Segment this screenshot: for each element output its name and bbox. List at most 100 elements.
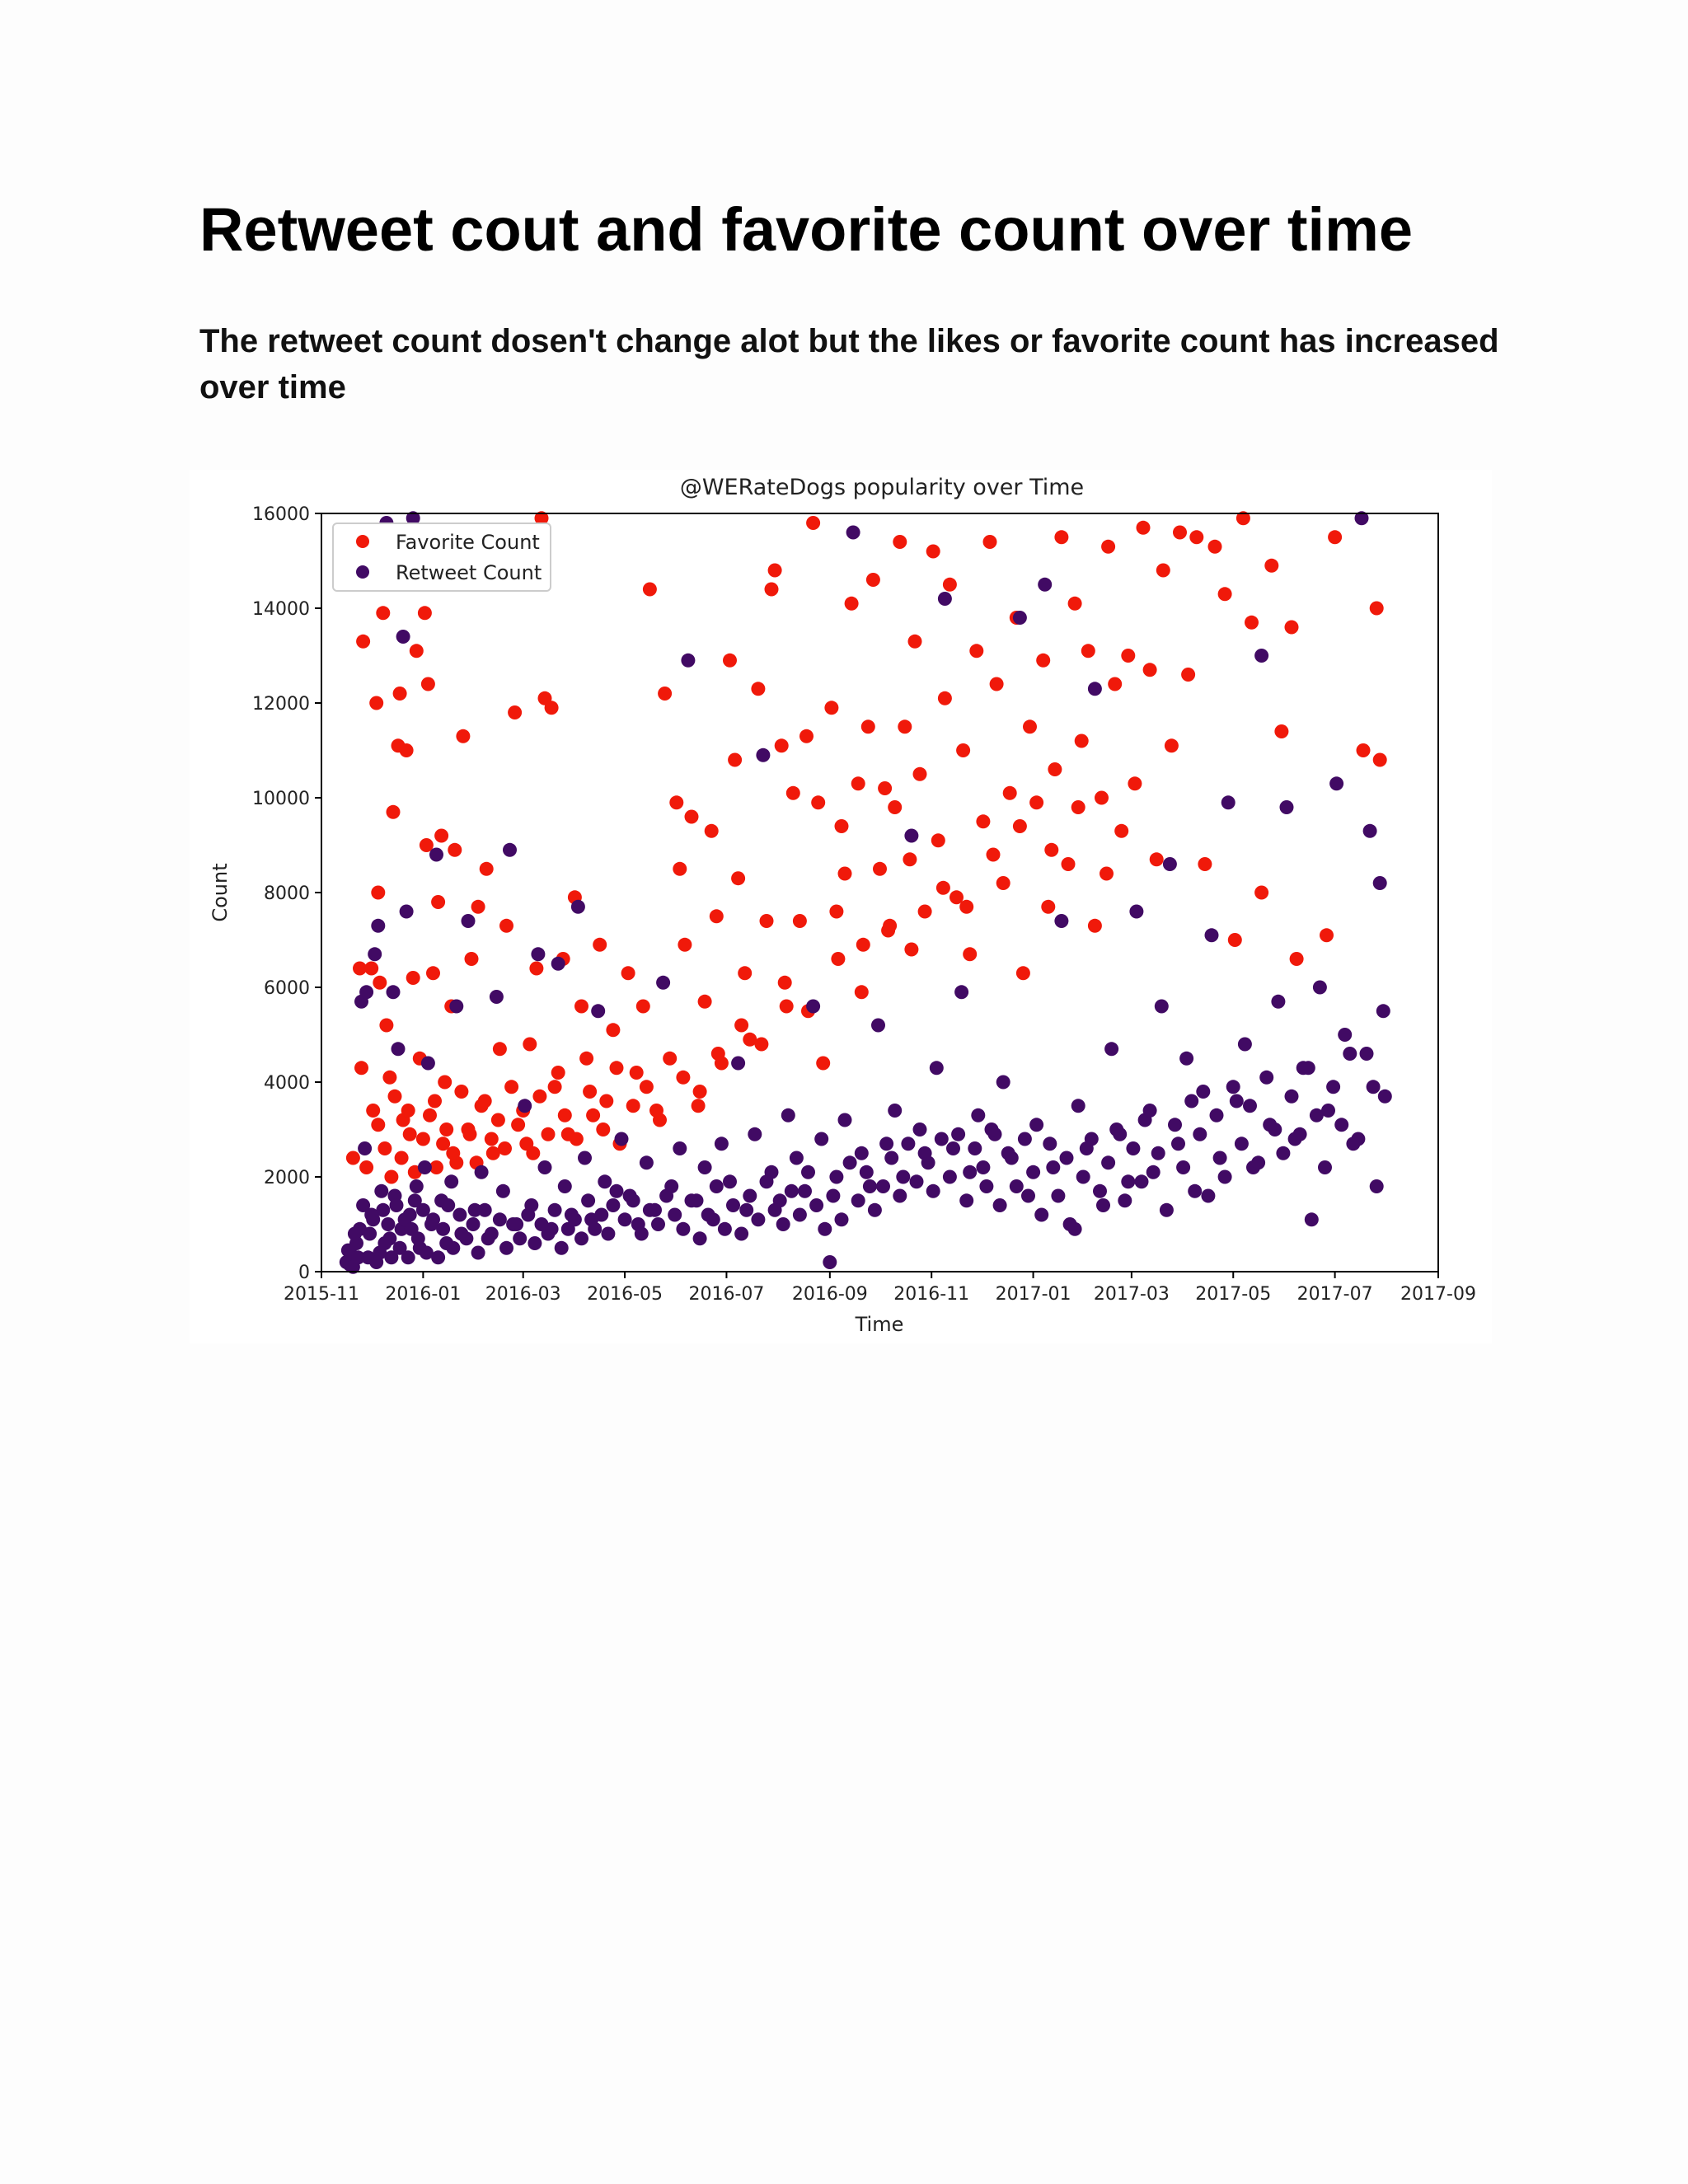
x-tick-label: 2016-11: [893, 1284, 969, 1305]
point-retweet: [513, 1231, 528, 1246]
point-favorite: [1108, 677, 1123, 691]
point-favorite: [1198, 857, 1212, 871]
point-retweet: [1038, 577, 1053, 592]
point-favorite: [959, 899, 974, 914]
point-retweet: [1284, 1089, 1299, 1104]
point-favorite: [428, 1094, 442, 1108]
legend-marker-retweet: [356, 565, 369, 579]
point-favorite: [541, 1127, 556, 1141]
x-axis: 2015-11 2016-01 2016-03 2016-05 2016-07 2016-…: [284, 1272, 1476, 1305]
point-favorite: [1369, 601, 1384, 616]
point-favorite: [663, 1051, 678, 1066]
point-retweet: [420, 1056, 435, 1071]
point-favorite: [586, 1108, 601, 1122]
point-favorite: [1054, 530, 1069, 545]
x-tick-label: 2015-11: [284, 1284, 359, 1305]
y-axis-label: Count: [209, 863, 232, 921]
point-favorite: [1015, 966, 1030, 981]
point-favorite: [676, 1070, 691, 1085]
point-retweet: [399, 904, 414, 919]
point-favorite: [1189, 530, 1204, 545]
point-retweet: [574, 1231, 588, 1246]
point-retweet: [570, 899, 585, 914]
point-retweet: [767, 1202, 782, 1217]
point-favorite: [751, 682, 766, 696]
point-favorite: [878, 781, 893, 795]
point-retweet: [798, 1183, 812, 1198]
point-retweet: [1087, 682, 1102, 696]
point-retweet: [578, 1151, 592, 1165]
point-favorite: [402, 1127, 417, 1141]
point-retweet: [401, 1250, 415, 1265]
point-favorite: [831, 952, 846, 966]
point-retweet: [781, 1108, 795, 1122]
point-favorite: [904, 942, 919, 957]
y-tick-label: 16000: [252, 504, 310, 525]
point-retweet: [829, 1169, 844, 1184]
point-retweet: [1226, 1080, 1240, 1094]
point-retweet: [1109, 1122, 1124, 1137]
point-favorite: [639, 1080, 654, 1094]
point-retweet: [1369, 1179, 1384, 1193]
point-retweet: [759, 1174, 774, 1189]
point-retweet: [368, 947, 382, 962]
point-favorite: [738, 966, 753, 981]
point-retweet: [347, 1226, 362, 1241]
point-retweet: [784, 1183, 799, 1198]
x-tick-label: 2016-03: [485, 1284, 561, 1305]
point-favorite: [511, 1118, 526, 1132]
point-retweet: [1217, 1169, 1232, 1184]
legend-label-retweet: Retweet Count: [396, 561, 542, 584]
point-retweet: [386, 985, 401, 1000]
point-favorite: [799, 729, 814, 743]
point-retweet: [1154, 999, 1169, 1014]
point-retweet: [503, 842, 517, 857]
point-favorite: [731, 871, 746, 886]
point-retweet: [739, 1202, 754, 1217]
point-favorite: [811, 795, 826, 810]
point-retweet: [1229, 1094, 1244, 1108]
point-favorite: [1274, 724, 1289, 738]
point-retweet: [614, 1132, 629, 1146]
point-retweet: [626, 1193, 640, 1208]
y-tick-label: 14000: [252, 599, 310, 620]
point-favorite: [1048, 762, 1062, 776]
point-retweet: [351, 1250, 365, 1265]
point-favorite: [1029, 795, 1044, 810]
point-retweet: [1168, 1118, 1182, 1132]
point-favorite: [969, 644, 984, 658]
point-favorite: [353, 961, 367, 976]
point-retweet: [1276, 1146, 1291, 1160]
point-retweet: [1359, 1047, 1374, 1061]
scatter-chart: @WERateDogs popularity over Time 2015-11…: [209, 475, 1476, 1336]
point-favorite: [1100, 866, 1114, 881]
point-retweet: [1329, 776, 1344, 791]
point-retweet: [551, 956, 565, 971]
point-retweet: [537, 1160, 552, 1174]
point-retweet: [377, 1236, 392, 1250]
point-favorite: [392, 687, 407, 701]
point-retweet: [837, 1113, 852, 1127]
point-retweet: [466, 1217, 481, 1231]
point-favorite: [881, 923, 896, 938]
point-retweet: [1034, 1207, 1049, 1222]
point-retweet: [444, 1174, 459, 1189]
page-subtitle: The retweet count dosen't change alot bu…: [199, 323, 1499, 405]
point-retweet: [1268, 1122, 1282, 1137]
point-retweet: [581, 1193, 596, 1208]
point-favorite: [547, 1080, 562, 1094]
point-favorite: [673, 861, 687, 876]
point-favorite: [569, 1132, 584, 1146]
point-retweet: [406, 511, 420, 526]
point-favorite: [777, 975, 792, 990]
point-retweet: [639, 1155, 654, 1170]
point-favorite: [824, 701, 839, 715]
point-favorite: [477, 1094, 492, 1108]
x-axis-label: Time: [855, 1313, 904, 1336]
x-tick-label: 2016-09: [792, 1284, 868, 1305]
point-retweet: [1096, 1198, 1110, 1212]
point-favorite: [907, 634, 922, 649]
point-retweet: [594, 1207, 609, 1222]
point-retweet: [391, 1042, 406, 1057]
point-favorite: [382, 1070, 397, 1085]
